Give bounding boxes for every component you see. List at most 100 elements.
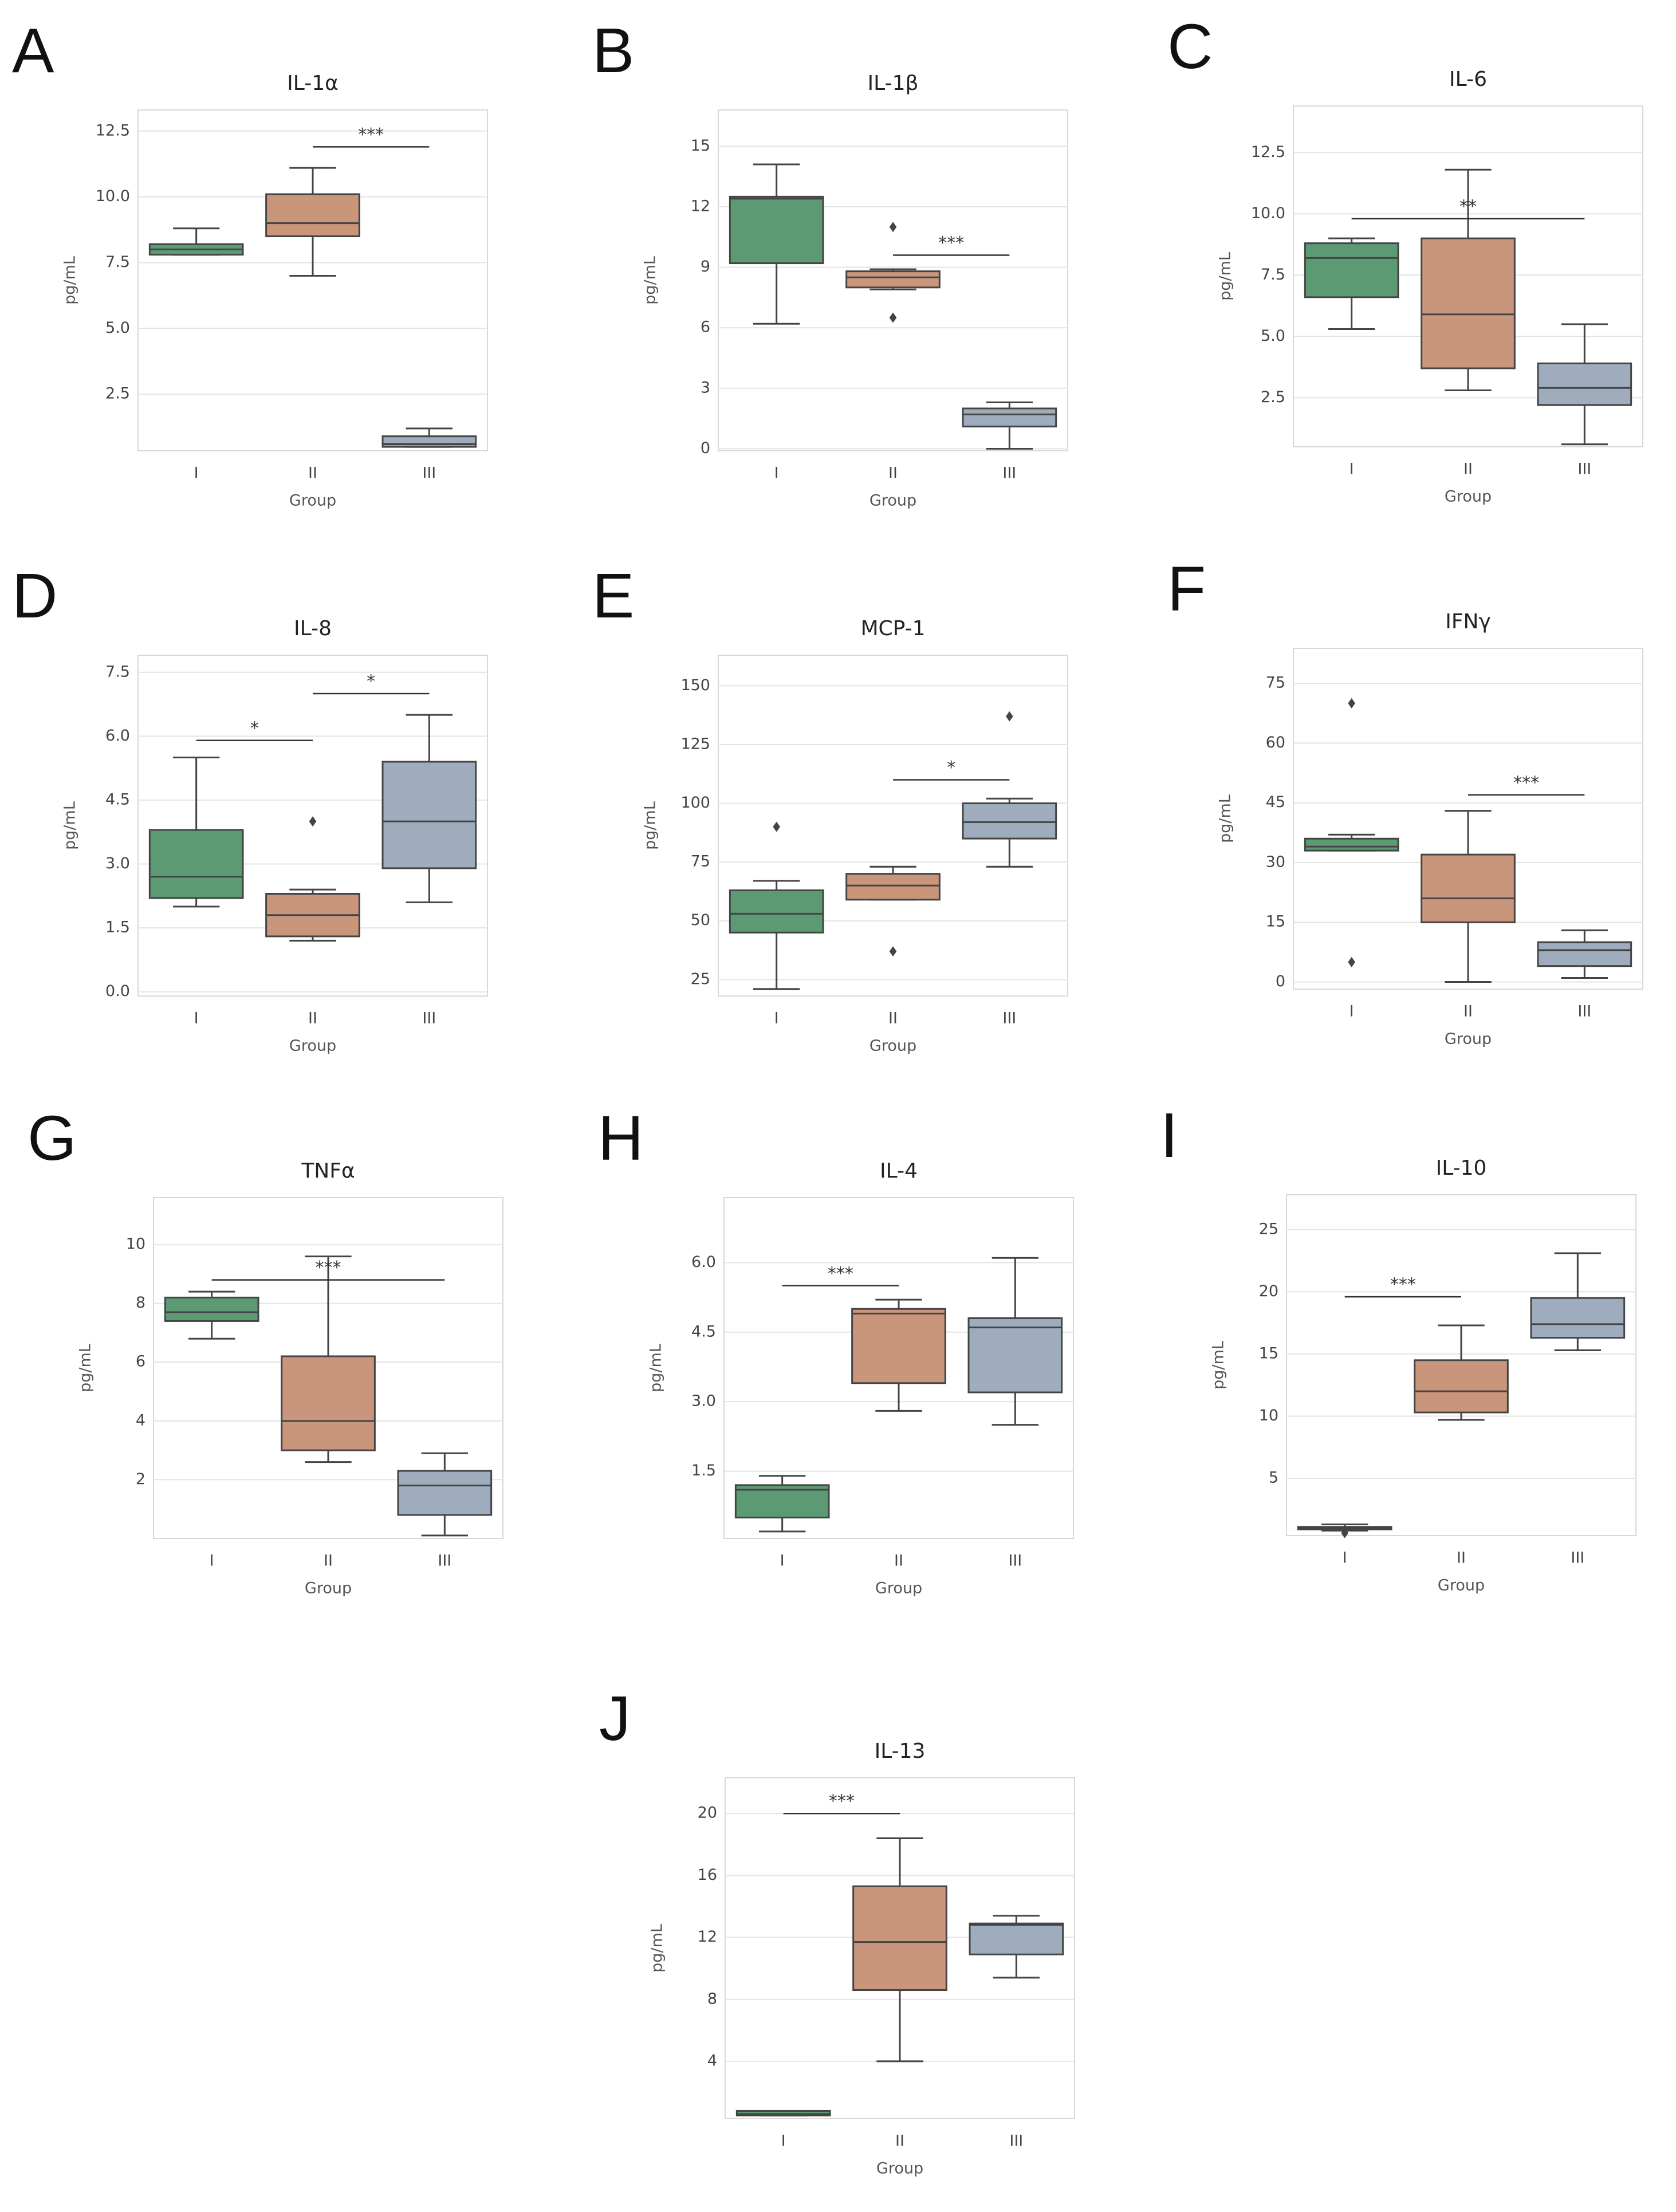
panel-letter: D	[12, 561, 57, 631]
x-axis-label: Group	[289, 492, 336, 510]
box	[265, 193, 360, 238]
y-tick-label: 10	[126, 1235, 145, 1253]
x-axis-label: Group	[876, 2160, 923, 2178]
y-tick-label: 6.0	[105, 727, 130, 745]
significance-label: ***	[938, 233, 964, 253]
box	[1421, 237, 1516, 369]
y-tick-label: 45	[1266, 793, 1285, 811]
panel-letter: G	[27, 1103, 77, 1174]
y-tick-label: 8	[707, 1990, 717, 2008]
y-tick-label: 25	[691, 970, 710, 988]
y-tick-label: 100	[680, 794, 710, 812]
significance-label: *	[947, 758, 955, 778]
y-tick-label: 0	[1276, 973, 1285, 990]
x-tick-label: II	[324, 1552, 333, 1570]
x-tick-label: III	[1577, 1003, 1591, 1021]
panel-letter: J	[599, 1683, 631, 1754]
y-axis-label: pg/mL	[61, 256, 79, 305]
y-axis-label: pg/mL	[1217, 794, 1234, 843]
y-axis-label: pg/mL	[647, 1344, 665, 1392]
chart-title: IL-13	[875, 1739, 926, 1763]
box	[852, 1885, 947, 1991]
y-axis-label: pg/mL	[1210, 1341, 1228, 1390]
x-tick-label: II	[888, 465, 898, 482]
panel-letter: B	[592, 15, 634, 86]
x-tick-label: II	[895, 2132, 904, 2150]
outlier	[889, 222, 897, 233]
significance-label: **	[1459, 196, 1477, 217]
significance-label: ***	[316, 1258, 341, 1278]
outlier	[773, 821, 780, 832]
y-tick-label: 3.0	[105, 855, 130, 872]
significance-label: ***	[829, 1792, 855, 1812]
y-tick-label: 12.5	[1251, 143, 1285, 161]
y-tick-label: 4.5	[691, 1323, 716, 1340]
y-tick-label: 9	[701, 258, 710, 275]
x-axis-label: Group	[1445, 488, 1492, 506]
x-tick-label: III	[1008, 1552, 1022, 1570]
y-tick-label: 4	[707, 2052, 717, 2069]
y-axis-label: pg/mL	[1217, 252, 1234, 301]
significance-label: *	[367, 671, 375, 691]
significance-label: ***	[828, 1264, 853, 1284]
y-tick-label: 8	[136, 1294, 145, 1312]
significance-label: ***	[1390, 1275, 1416, 1295]
x-tick-label: III	[1002, 1010, 1016, 1028]
panel-letter: E	[592, 561, 634, 631]
box	[851, 1308, 946, 1384]
box	[969, 1922, 1064, 1955]
y-tick-label: 30	[1266, 853, 1285, 871]
box	[281, 1355, 376, 1451]
box	[148, 829, 244, 899]
outlier	[1348, 698, 1355, 709]
chart-title: IFNγ	[1445, 610, 1491, 633]
y-tick-label: 15	[1266, 913, 1285, 931]
panel-letter: F	[1167, 554, 1206, 624]
y-tick-label: 20	[1259, 1282, 1278, 1300]
x-axis-label: Group	[1438, 1577, 1485, 1595]
y-tick-label: 3.0	[691, 1392, 716, 1410]
y-tick-label: 12.5	[96, 121, 130, 139]
chart-title: TNFα	[301, 1159, 355, 1183]
box	[962, 802, 1057, 840]
y-tick-label: 5.0	[1261, 327, 1285, 345]
y-tick-label: 20	[698, 1804, 717, 1822]
x-tick-label: I	[774, 465, 779, 482]
box	[1537, 362, 1632, 406]
y-tick-label: 125	[680, 735, 710, 753]
box	[729, 195, 824, 265]
y-tick-label: 150	[680, 676, 710, 694]
x-tick-label: III	[1577, 460, 1591, 478]
x-tick-label: III	[1571, 1549, 1584, 1567]
box	[962, 407, 1057, 428]
x-tick-label: I	[1350, 1003, 1354, 1021]
box	[1421, 853, 1516, 923]
outlier	[1348, 957, 1355, 967]
x-tick-label: I	[194, 1010, 199, 1028]
y-tick-label: 4	[136, 1411, 145, 1429]
x-axis-label: Group	[305, 1580, 352, 1597]
y-tick-label: 6	[701, 318, 710, 336]
outlier	[309, 816, 317, 827]
x-tick-label: I	[1343, 1549, 1347, 1567]
y-tick-label: 10.0	[96, 187, 130, 205]
box	[845, 270, 941, 289]
box	[381, 435, 477, 448]
plot-area	[137, 109, 488, 451]
y-tick-label: 25	[1259, 1220, 1278, 1238]
x-tick-label: II	[894, 1552, 903, 1570]
outlier	[889, 312, 897, 323]
outlier	[889, 946, 897, 957]
y-tick-label: 0	[701, 439, 710, 457]
x-tick-label: III	[422, 1010, 436, 1028]
box	[164, 1296, 259, 1322]
y-tick-label: 1.5	[691, 1462, 716, 1479]
y-tick-label: 0.0	[105, 982, 130, 1000]
x-tick-label: III	[1002, 465, 1016, 482]
panel-letter: C	[1167, 11, 1213, 82]
y-tick-label: 7.5	[105, 663, 130, 680]
x-tick-label: I	[210, 1552, 214, 1570]
